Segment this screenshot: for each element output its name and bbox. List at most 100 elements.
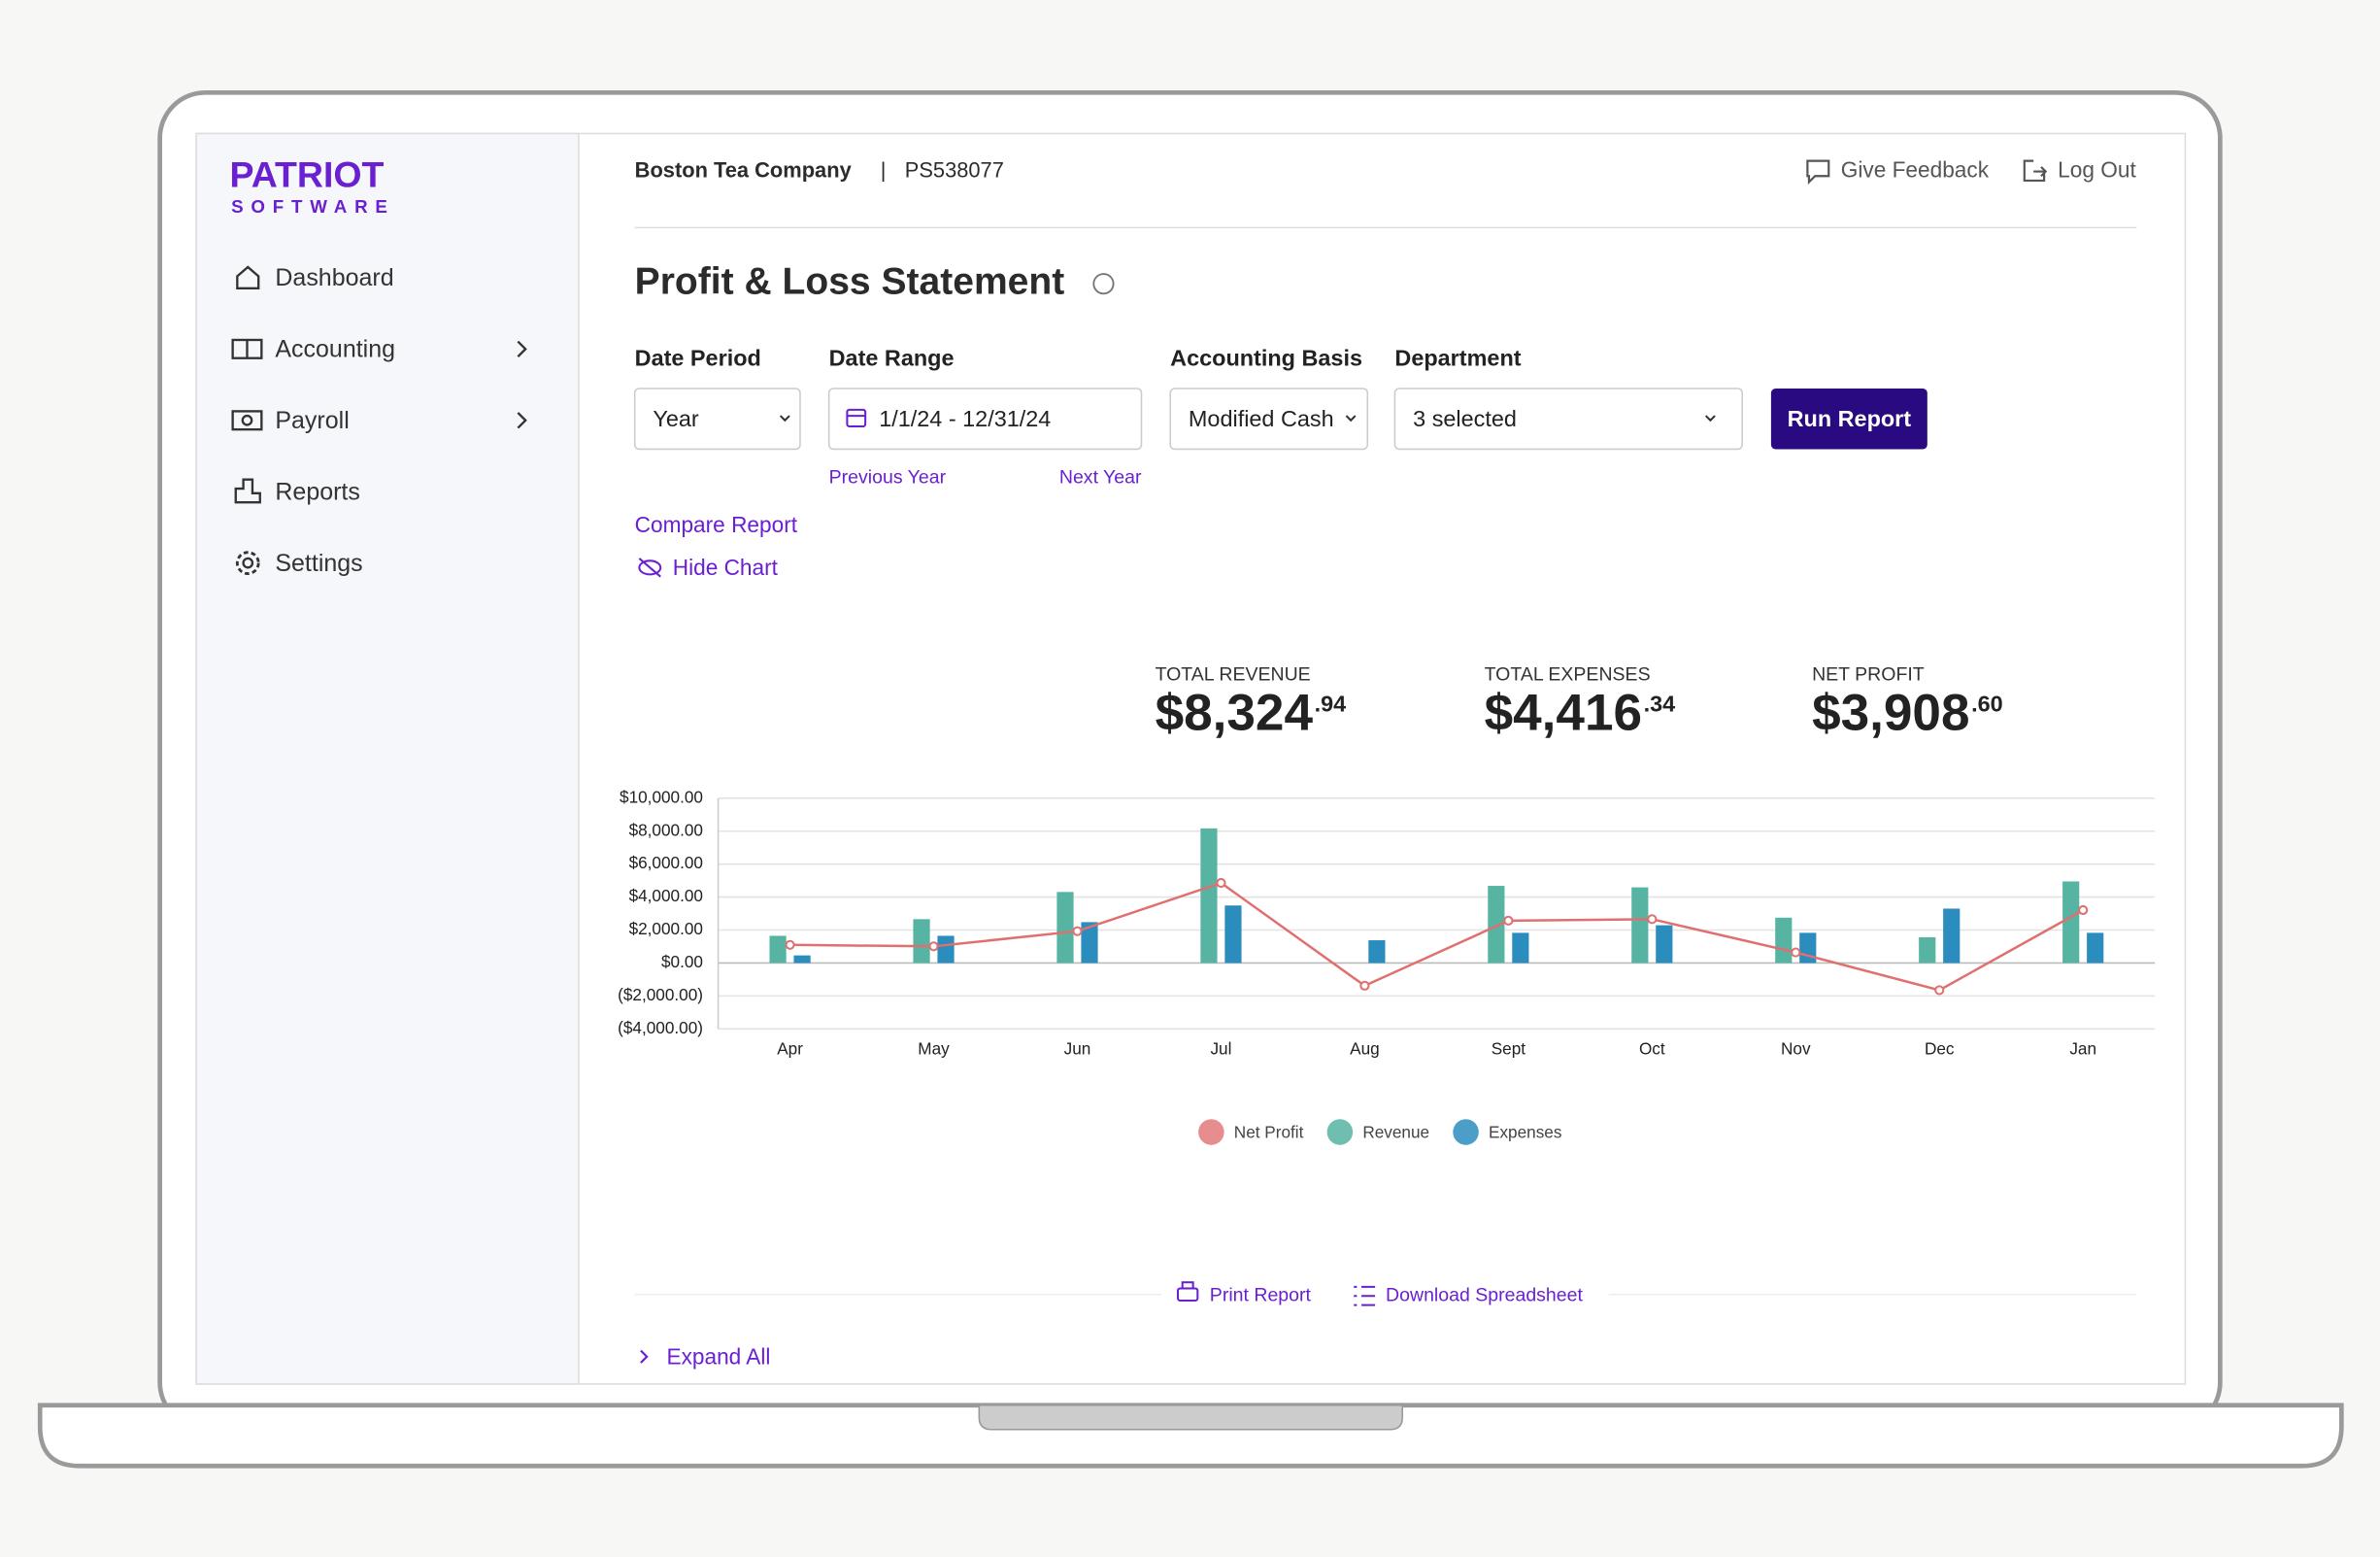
link-label[interactable]: Hide Chart	[673, 555, 779, 580]
help-icon[interactable]	[1092, 273, 1115, 295]
point	[785, 939, 795, 950]
point	[1359, 980, 1370, 991]
point	[1216, 877, 1226, 889]
point	[1791, 947, 1801, 958]
legend-label: Revenue	[1362, 1123, 1429, 1142]
nav-label[interactable]: Payroll	[275, 407, 349, 434]
nav-item[interactable]: Settings	[235, 550, 363, 577]
point	[1934, 985, 1945, 996]
y-tick-label: $10,000.00	[620, 787, 703, 806]
sidebar	[195, 132, 580, 1385]
button-label[interactable]: Run Report	[1788, 406, 1912, 431]
y-tick-label: $4,000.00	[629, 886, 703, 905]
download-button[interactable]: Download Spreadsheet	[1354, 1284, 1584, 1306]
logout-button[interactable]: Log Out	[2023, 157, 2137, 183]
y-tick-label: ($4,000.00)	[618, 1018, 703, 1037]
laptop-notch	[978, 1404, 1404, 1431]
y-tick-label: $2,000.00	[629, 919, 703, 938]
y-tick-label: ($2,000.00)	[618, 985, 703, 1004]
legend-swatch	[1453, 1119, 1479, 1145]
department-select[interactable]: 3 selected	[1393, 388, 1743, 451]
bar	[793, 955, 811, 964]
compare-link[interactable]: Compare Report	[635, 512, 798, 537]
button-label[interactable]: Download Spreadsheet	[1386, 1284, 1583, 1305]
page-title: Profit & Loss Statement	[635, 260, 1065, 302]
bar	[1656, 925, 1673, 964]
feedback-label[interactable]: Give Feedback	[1841, 157, 1990, 183]
bar	[1488, 886, 1505, 964]
bar	[1631, 887, 1649, 964]
legend-swatch	[1326, 1119, 1354, 1145]
y-tick-label: $0.00	[661, 952, 703, 971]
bar	[1799, 932, 1817, 964]
legend-swatch	[1198, 1119, 1224, 1145]
nav-item[interactable]: Accounting	[231, 336, 527, 363]
bar	[1081, 922, 1098, 964]
brand-name: PATRIOT	[230, 154, 385, 195]
summary-label: TOTAL REVENUE	[1156, 663, 1311, 685]
bar	[1200, 828, 1218, 964]
run-report-button[interactable]: Run Report	[1770, 388, 1927, 450]
summary-cents: .94	[1315, 692, 1347, 717]
nav-item[interactable]: Dashboard	[236, 264, 394, 291]
select-value[interactable]: 3 selected	[1413, 406, 1517, 431]
x-tick-label: Oct	[1639, 1039, 1665, 1059]
feedback-button[interactable]: Give Feedback	[1806, 157, 1990, 186]
legend-label: Net Profit	[1234, 1123, 1304, 1142]
basis-select[interactable]: Modified Cash	[1169, 388, 1369, 451]
bar	[2062, 881, 2080, 964]
point	[2078, 904, 2089, 916]
nav-label[interactable]: Dashboard	[275, 264, 393, 291]
date-range-input[interactable]: 1/1/24 - 12/31/24	[827, 388, 1143, 451]
point	[1072, 926, 1083, 936]
nav-item[interactable]: Reports	[234, 478, 360, 505]
chart: ($4,000.00) ($2,000.00) $0.00 $2,000.00 $4,0…	[618, 787, 2156, 1145]
summary-cents: .60	[1971, 692, 2003, 717]
bar	[2087, 932, 2104, 964]
bar	[769, 935, 787, 964]
link-label[interactable]: Expand All	[666, 1343, 770, 1369]
previous-year-link[interactable]: Previous Year	[829, 466, 947, 488]
x-tick-label: Aug	[1350, 1039, 1380, 1059]
footer-actions-bg	[1160, 1279, 1609, 1310]
nav-label[interactable]: Settings	[275, 550, 362, 577]
hide-chart-link[interactable]: Hide Chart	[638, 555, 779, 580]
bar	[1368, 940, 1386, 964]
laptop-base	[37, 1403, 2344, 1469]
bar	[1943, 908, 1961, 964]
filter-label: Date Range	[829, 345, 955, 370]
filter-label: Department	[1394, 345, 1521, 370]
x-tick-label: Sept	[1492, 1039, 1526, 1059]
nav-label[interactable]: Accounting	[275, 336, 395, 363]
select-value[interactable]: Year	[653, 406, 699, 431]
summary-label: TOTAL EXPENSES	[1485, 663, 1651, 685]
date-period-select[interactable]: Year	[633, 388, 801, 451]
bar	[1056, 892, 1074, 964]
next-year-link[interactable]: Next Year	[1059, 466, 1142, 488]
account-id: PS538077	[905, 157, 1004, 182]
bar	[1224, 905, 1242, 964]
bar	[1512, 932, 1529, 964]
filter-label: Date Period	[635, 345, 761, 370]
x-tick-label: Apr	[777, 1039, 803, 1059]
summary-amount: $8,324	[1156, 684, 1314, 741]
input-value[interactable]: 1/1/24 - 12/31/24	[879, 406, 1051, 431]
company-name: Boston Tea Company	[635, 157, 853, 182]
line	[789, 881, 2084, 992]
summary-cents: .34	[1644, 692, 1676, 717]
print-button[interactable]: Print Report	[1176, 1281, 1312, 1305]
x-tick-label: Jan	[2069, 1039, 2096, 1059]
nav-label[interactable]: Reports	[275, 478, 359, 505]
summary-label: NET PROFIT	[1812, 663, 1925, 685]
logout-label[interactable]: Log Out	[2058, 157, 2136, 183]
button-label[interactable]: Print Report	[1210, 1284, 1312, 1305]
y-tick-label: $8,000.00	[629, 820, 703, 839]
nav-item[interactable]: Payroll	[231, 407, 527, 434]
bar	[913, 919, 930, 964]
y-tick-label: $6,000.00	[629, 853, 703, 872]
summary: TOTAL REVENUE$8,324.94 TOTAL EXPENSES$4,4…	[1156, 663, 2003, 741]
bar	[937, 935, 955, 964]
select-value[interactable]: Modified Cash	[1189, 406, 1334, 431]
expand-all[interactable]: Expand All	[640, 1343, 771, 1369]
